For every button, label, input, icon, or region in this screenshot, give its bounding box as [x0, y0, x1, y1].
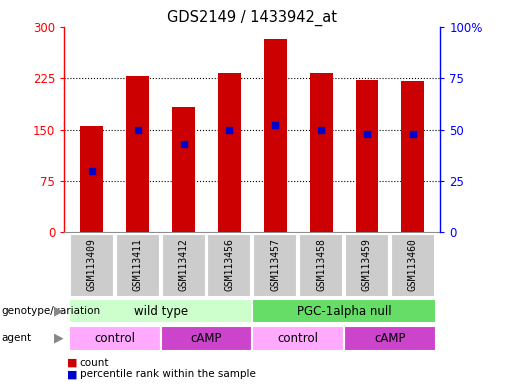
Text: GSM113456: GSM113456	[225, 238, 234, 291]
Text: ■: ■	[67, 358, 77, 368]
Bar	[264, 38, 287, 232]
Bar	[401, 81, 424, 232]
Bar	[299, 233, 343, 297]
Bar	[126, 76, 149, 232]
Bar	[172, 107, 195, 232]
Title: GDS2149 / 1433942_at: GDS2149 / 1433942_at	[167, 9, 337, 25]
Text: ▶: ▶	[54, 332, 63, 345]
Text: control: control	[94, 332, 135, 345]
Text: agent: agent	[1, 333, 31, 343]
Text: wild type: wild type	[133, 305, 187, 318]
Bar	[310, 73, 333, 232]
Bar	[391, 233, 435, 297]
Bar	[252, 326, 344, 351]
Text: cAMP: cAMP	[374, 332, 406, 345]
Bar	[162, 233, 205, 297]
Text: GSM113460: GSM113460	[408, 238, 418, 291]
Bar	[253, 233, 297, 297]
Bar	[344, 326, 436, 351]
Bar	[116, 233, 160, 297]
Text: ▶: ▶	[54, 305, 63, 318]
Bar	[80, 126, 104, 232]
Bar	[69, 299, 252, 323]
Bar	[252, 299, 436, 323]
Text: GSM113458: GSM113458	[316, 238, 326, 291]
Text: ■: ■	[67, 369, 77, 379]
Bar	[69, 326, 161, 351]
Text: cAMP: cAMP	[191, 332, 222, 345]
Text: GSM113457: GSM113457	[270, 238, 280, 291]
Text: genotype/variation: genotype/variation	[1, 306, 100, 316]
Bar	[70, 233, 114, 297]
Bar	[208, 233, 251, 297]
Bar	[218, 73, 241, 232]
Bar	[345, 233, 389, 297]
Bar	[355, 80, 379, 232]
Text: count: count	[80, 358, 109, 368]
Text: percentile rank within the sample: percentile rank within the sample	[80, 369, 256, 379]
Text: GSM113412: GSM113412	[179, 238, 188, 291]
Bar	[161, 326, 252, 351]
Text: GSM113411: GSM113411	[133, 238, 143, 291]
Text: GSM113409: GSM113409	[87, 238, 97, 291]
Text: control: control	[278, 332, 319, 345]
Text: GSM113459: GSM113459	[362, 238, 372, 291]
Text: PGC-1alpha null: PGC-1alpha null	[297, 305, 391, 318]
